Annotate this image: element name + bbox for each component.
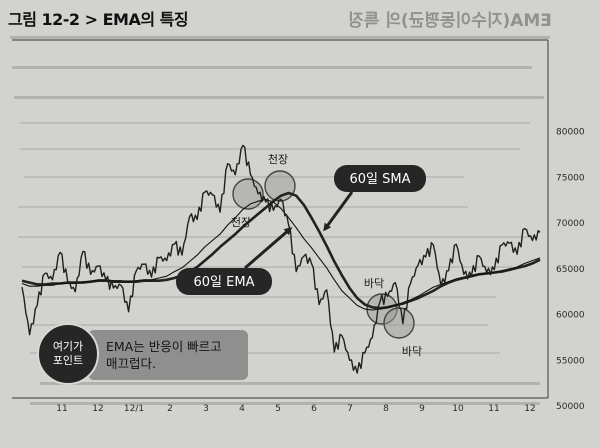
x-tick-label: 7 — [347, 404, 353, 414]
tip-badge: 여기가 포인트 — [37, 323, 99, 385]
x-tick-label: 11 — [56, 404, 67, 414]
sma-callout-label: 60일 SMA — [350, 172, 411, 187]
x-tick-label: 12/1 — [124, 404, 144, 414]
y-tick-label: 60000 — [556, 311, 585, 321]
crossover-highlights — [232, 170, 415, 339]
tip-text-line2: 매끄럽다. — [106, 356, 156, 371]
price-series-line — [21, 144, 541, 374]
figure-title: 그림 12-2 > EMA의 특징 — [8, 10, 189, 29]
x-tick-label: 4 — [239, 404, 245, 414]
y-axis-ticks: 50000 55000 60000 65000 70000 75000 80000 — [556, 128, 585, 412]
y-tick-label: 50000 — [556, 402, 585, 412]
ema-callout-arrow — [244, 227, 293, 270]
y-tick-label: 70000 — [556, 219, 585, 229]
tip-text-line1: EMA는 반응이 빠르고 — [106, 339, 222, 354]
tip-badge-line1: 여기가 — [52, 340, 84, 353]
x-axis-ticks: 11 12 12/1 2 3 4 5 6 7 8 9 10 11 12 — [56, 404, 535, 414]
x-tick-label: 5 — [275, 404, 281, 414]
ema-callout: 60일 EMA — [176, 227, 293, 295]
x-tick-label: 10 — [452, 404, 464, 414]
sma-series-line — [21, 191, 541, 310]
bottom-highlight-sma — [383, 307, 415, 339]
ema-series-line — [21, 198, 541, 311]
y-tick-label: 75000 — [556, 173, 585, 183]
ema-callout-label: 60일 EMA — [194, 275, 255, 290]
sma-callout-arrow — [323, 191, 354, 232]
sma-callout: 60일 SMA — [323, 165, 426, 232]
x-tick-label: 3 — [203, 404, 209, 414]
bottom-label-lower: 바닥 — [402, 345, 422, 358]
y-tick-label: 80000 — [556, 128, 585, 138]
bottom-label-upper: 바닥 — [364, 277, 384, 290]
x-tick-label: 12 — [524, 404, 535, 414]
x-tick-label: 8 — [383, 404, 389, 414]
y-tick-label: 65000 — [556, 265, 585, 275]
x-tick-label: 2 — [167, 404, 173, 414]
x-tick-label: 6 — [311, 404, 317, 414]
top-label-lower: 천장 — [231, 215, 251, 229]
x-tick-label: 12 — [92, 404, 103, 414]
tip-badge-line2: 포인트 — [52, 354, 84, 367]
tip-box: EMA는 반응이 빠르고 매끄럽다. — [88, 330, 248, 380]
y-tick-label: 55000 — [556, 356, 585, 366]
x-tick-label: 9 — [419, 404, 425, 414]
x-tick-label: 11 — [488, 404, 499, 414]
top-label-upper: 천장 — [268, 152, 288, 166]
